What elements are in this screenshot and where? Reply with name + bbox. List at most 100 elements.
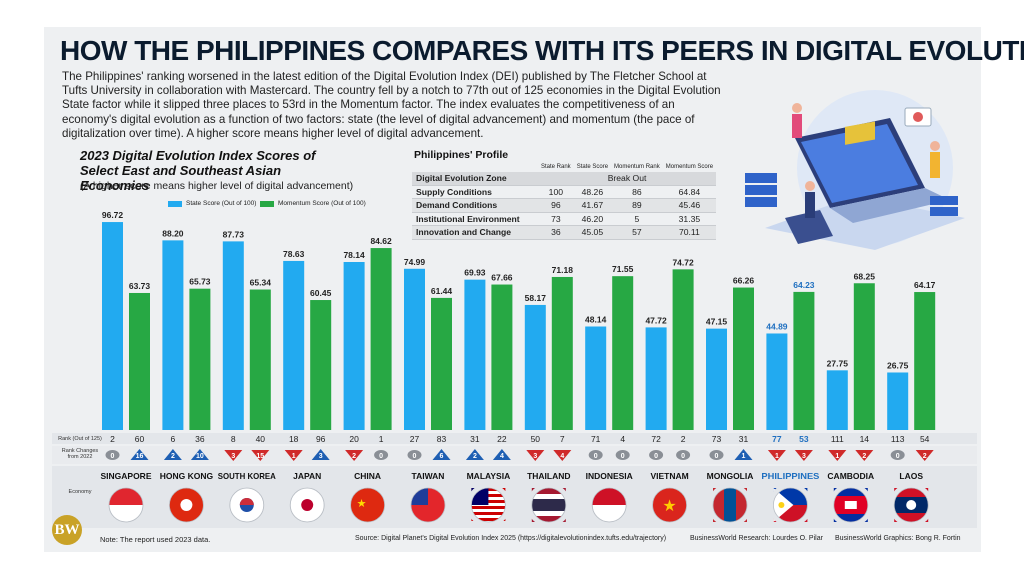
flag-border (833, 487, 869, 523)
rank-change-badge (374, 450, 389, 460)
taegeuk-icon (239, 498, 254, 505)
economy-name: CHINA (354, 471, 381, 481)
bar-value-label: 88.20 (162, 228, 184, 238)
economy-name: PHILIPPINES (761, 471, 819, 481)
rank-down-icon (553, 450, 572, 461)
flag-frame (285, 483, 330, 527)
profile-cell: 96 (538, 198, 574, 213)
state-score-bar (404, 268, 425, 430)
profile-row-label: Demand Conditions (412, 198, 538, 213)
rank-down-icon (284, 450, 303, 461)
rank-change-badge (676, 450, 691, 460)
pie-icon (913, 112, 923, 122)
momentum-score-bar (431, 297, 452, 430)
flag-frame (708, 483, 752, 527)
profile-row: Institutional Environment 73 46.20 5 31.… (412, 212, 717, 226)
momentum-score-bar (733, 287, 754, 430)
rank-change-label: 6 (440, 453, 444, 460)
rank-change-label: 0 (715, 453, 719, 460)
profile-table: State Rank State Score Momentum Rank Mom… (412, 162, 717, 240)
rank-down-icon (794, 450, 813, 461)
profile-header: Momentum Rank (614, 164, 660, 170)
cambodia-stripe (833, 514, 868, 522)
state-score-bar (887, 372, 909, 430)
bar-value-label: 78.14 (343, 250, 365, 260)
rank-change-badge (105, 450, 120, 460)
bar-value-label: 71.55 (612, 264, 634, 274)
thailand-flag-icon (531, 499, 566, 511)
rank-change-label: 0 (111, 453, 115, 460)
economy-name: VIETNAM (650, 471, 688, 481)
rank-change-badge (615, 450, 630, 460)
rank-change-label: 2 (473, 453, 477, 460)
flag-frame (828, 483, 873, 527)
flag-border (168, 487, 204, 523)
chart-bars: 96.72 63.73 88.20 65.73 87.73 65.34 78.63 60.45… (102, 210, 936, 430)
bar-value-label: 71.18 (552, 265, 574, 275)
flag-frame (768, 483, 813, 527)
profile-cell: 41.67 (573, 198, 612, 213)
profile-row-label: Supply Conditions (412, 185, 538, 199)
economy-name: LAOS (899, 471, 923, 481)
state-score-bar (524, 304, 546, 430)
rank-down-icon (855, 450, 874, 461)
rank-label: 40 (256, 434, 266, 444)
rank-label: 36 (195, 434, 205, 444)
economy-name: TAIWAN (412, 471, 445, 481)
indonesia-flag-icon (592, 488, 627, 505)
bar-value-label: 65.34 (250, 278, 272, 288)
profile-cell: 46.20 (573, 212, 612, 226)
singapore-flag-icon (109, 488, 143, 505)
flag-border (652, 487, 687, 523)
momentum-score-bar (129, 292, 150, 430)
bar-value-label: 60.45 (310, 288, 332, 298)
sun-icon (778, 502, 785, 508)
profile-row-label: Institutional Environment (412, 212, 538, 226)
star-icon: ★ (357, 498, 367, 510)
rank-label: 31 (470, 434, 480, 444)
chart-subtitle: (A higher score means higher level of di… (80, 180, 354, 192)
person-icon (792, 114, 802, 138)
person-head-icon (805, 181, 815, 191)
bar-value-label: 61.44 (431, 286, 453, 296)
state-score-bar (766, 333, 788, 430)
person-icon (805, 192, 815, 218)
momentum-score-bar (793, 291, 815, 430)
flag-frame (466, 483, 511, 527)
star-icon: ★ (662, 498, 676, 515)
bar-value-label: 74.72 (672, 257, 694, 267)
row-label-rank: Rank (Out of 125) (58, 436, 102, 442)
rank-change-label: 1 (775, 453, 779, 460)
profile-cell: 5 (611, 212, 663, 226)
intro-paragraph: The Philippines' ranking worsened in the… (62, 70, 721, 140)
thailand-stripe (531, 516, 566, 522)
rank-label: 83 (437, 434, 447, 444)
rank-label: 72 (651, 434, 661, 444)
rank-change-label: 0 (896, 453, 900, 460)
bar-value-label: 47.72 (645, 315, 667, 325)
rank-up-icon (465, 449, 484, 460)
rank-label: 111 (831, 434, 844, 444)
profile-zone-label: Digital Evolution Zone (412, 172, 538, 186)
rank-change-label: 15 (256, 453, 264, 460)
bar-value-label: 44.89 (766, 321, 788, 331)
server-icon (930, 207, 958, 216)
source-credit: Source: Digital Planet's Digital Evoluti… (355, 535, 667, 542)
bar-value-label: 68.25 (854, 271, 876, 281)
bar-value-label: 87.73 (223, 229, 245, 239)
rank-change-label: 3 (231, 453, 235, 460)
economy-name: MALAYSIA (467, 471, 511, 481)
profile-cell: 89 (611, 198, 663, 213)
rank-change-label: 2 (862, 453, 866, 460)
bar-value-label: 47.15 (706, 317, 728, 327)
economy-name: SINGAPORE (100, 471, 151, 481)
rank-label: 4 (620, 434, 625, 444)
digital-illustration (745, 90, 965, 250)
rank-change-label: 0 (594, 453, 598, 460)
rank-label: 50 (531, 434, 541, 444)
rank-change-badge (649, 450, 664, 460)
bar-value-label: 66.26 (733, 276, 755, 286)
rank-label: 14 (860, 434, 870, 444)
economy-name: CAMBODIA (827, 471, 874, 481)
profile-row: Innovation and Change 36 45.05 57 70.11 (412, 225, 717, 240)
